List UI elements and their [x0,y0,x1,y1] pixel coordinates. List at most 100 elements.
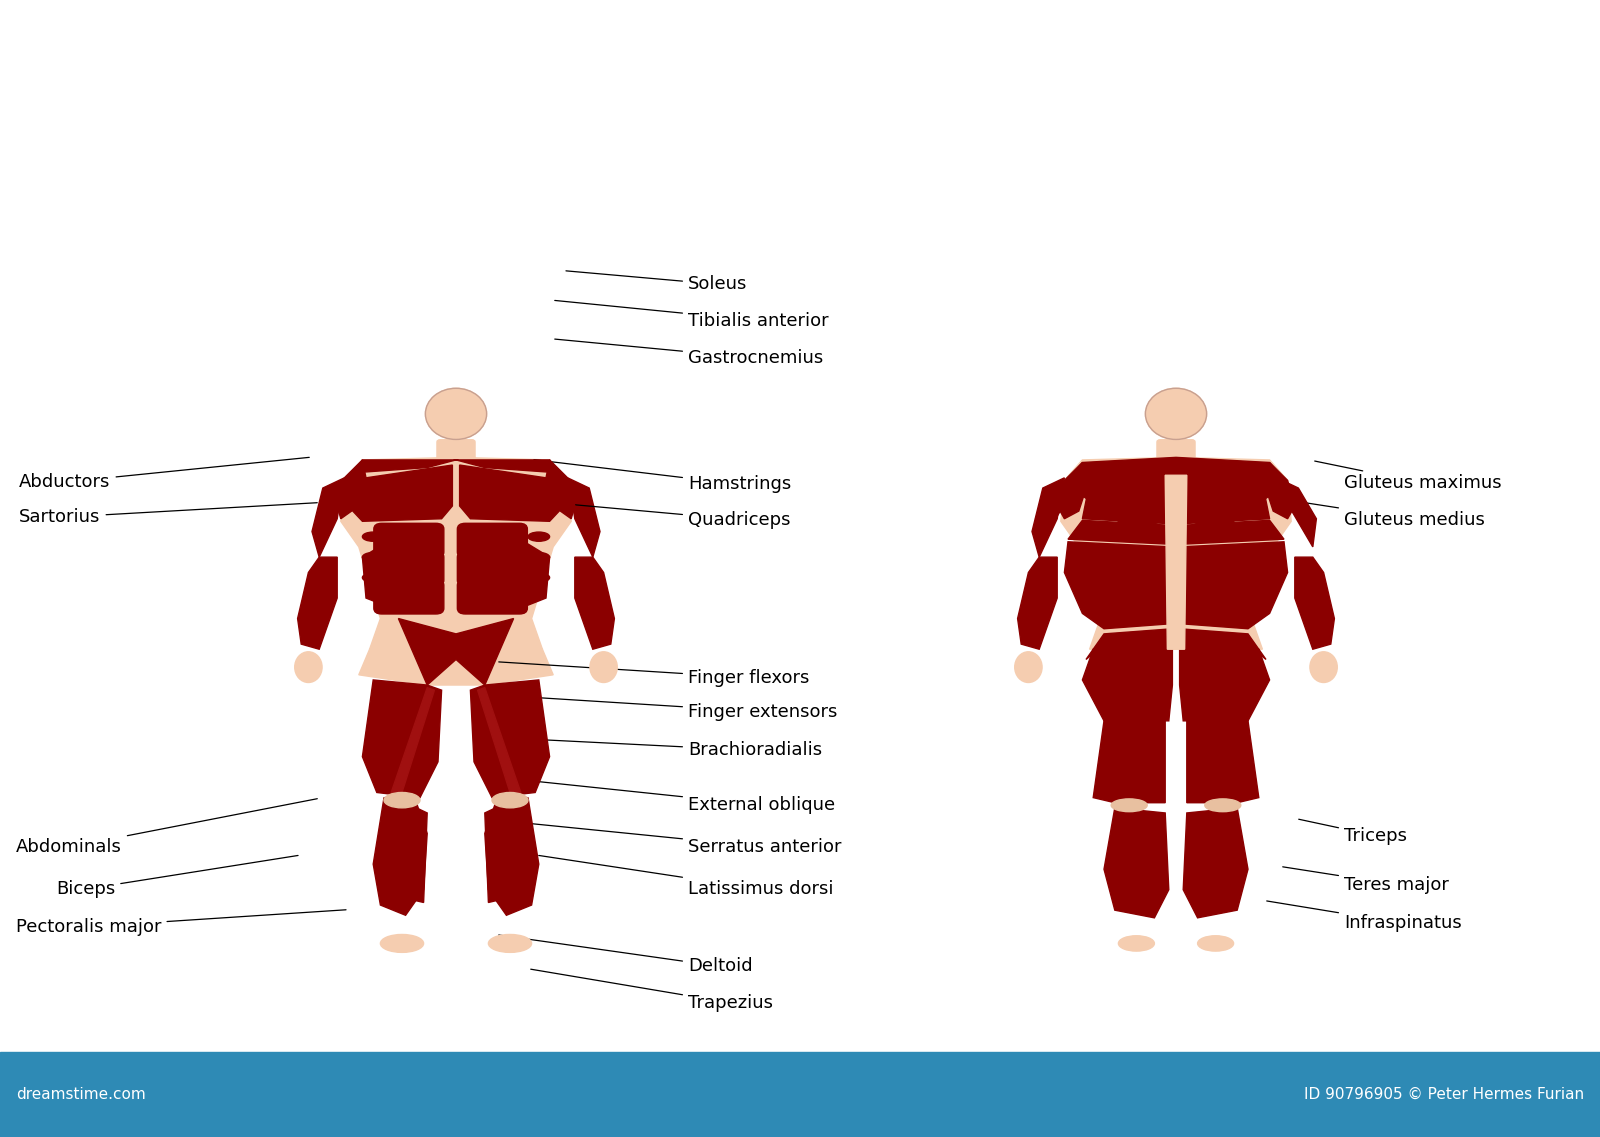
Polygon shape [1104,807,1168,918]
Text: External oblique: External oblique [515,779,835,814]
Polygon shape [1064,457,1288,532]
Ellipse shape [1014,652,1042,682]
Polygon shape [413,807,427,903]
Polygon shape [1093,721,1165,803]
Text: Quadriceps: Quadriceps [528,500,790,529]
Text: Brachioradialis: Brachioradialis [531,739,822,760]
Polygon shape [1032,478,1064,557]
Text: Serratus anterior: Serratus anterior [507,821,842,856]
Polygon shape [546,460,574,518]
Ellipse shape [426,389,486,440]
Text: Triceps: Triceps [1299,820,1406,845]
Text: Pectoralis major: Pectoralis major [16,910,346,936]
Polygon shape [1283,483,1317,547]
Polygon shape [373,798,427,915]
Polygon shape [568,478,600,557]
Text: dreamstime.com: dreamstime.com [16,1087,146,1102]
Text: Infraspinatus: Infraspinatus [1267,901,1462,932]
Polygon shape [362,680,442,798]
Ellipse shape [488,935,531,953]
Ellipse shape [528,553,550,562]
Polygon shape [1165,475,1187,649]
Text: ID 90796905 © Peter Hermes Furian: ID 90796905 © Peter Hermes Furian [1304,1087,1584,1102]
Polygon shape [1058,463,1090,518]
Text: Teres major: Teres major [1283,866,1450,894]
Polygon shape [1018,557,1058,649]
Ellipse shape [294,652,322,682]
Text: Abductors: Abductors [19,457,309,491]
Polygon shape [502,542,550,611]
Polygon shape [1294,557,1334,649]
FancyBboxPatch shape [458,551,528,586]
FancyBboxPatch shape [0,1052,1600,1137]
Ellipse shape [362,573,384,582]
Text: Sartorius: Sartorius [19,503,317,526]
Text: Abdominals: Abdominals [16,798,317,856]
Polygon shape [1182,807,1248,918]
Ellipse shape [1205,799,1242,812]
FancyBboxPatch shape [374,523,443,558]
Polygon shape [574,557,614,649]
FancyBboxPatch shape [458,580,528,614]
FancyBboxPatch shape [374,551,443,586]
FancyBboxPatch shape [374,580,443,614]
Text: Gluteus maximus: Gluteus maximus [1315,460,1502,492]
Ellipse shape [1110,799,1147,812]
Polygon shape [1083,649,1173,721]
Polygon shape [1179,521,1283,545]
Polygon shape [362,542,410,611]
Polygon shape [341,457,571,649]
Ellipse shape [1146,389,1206,440]
Polygon shape [312,478,344,557]
Text: Finger flexors: Finger flexors [499,662,810,687]
Polygon shape [1179,629,1266,659]
Ellipse shape [362,553,384,562]
Ellipse shape [528,573,550,582]
Ellipse shape [362,532,384,541]
Polygon shape [1179,483,1270,524]
Polygon shape [298,557,338,649]
Polygon shape [470,680,550,798]
Ellipse shape [528,532,550,541]
Text: Soleus: Soleus [566,271,747,293]
Polygon shape [1061,457,1291,649]
Polygon shape [459,465,563,522]
Polygon shape [347,465,453,522]
Ellipse shape [493,792,528,808]
Ellipse shape [1118,936,1154,951]
Polygon shape [398,619,514,684]
Polygon shape [477,688,520,792]
Ellipse shape [381,935,424,953]
Polygon shape [485,807,499,903]
Ellipse shape [384,792,419,808]
Polygon shape [1083,483,1173,524]
Polygon shape [1187,721,1259,803]
Polygon shape [1069,521,1173,545]
Text: Deltoid: Deltoid [499,935,752,976]
Text: Gastrocnemius: Gastrocnemius [555,339,824,367]
Polygon shape [485,798,539,915]
FancyBboxPatch shape [1157,440,1195,465]
Polygon shape [1262,463,1294,518]
Polygon shape [355,460,557,473]
FancyBboxPatch shape [458,523,528,558]
Text: Finger extensors: Finger extensors [512,696,837,721]
Text: Hamstrings: Hamstrings [534,459,792,493]
FancyBboxPatch shape [437,440,475,465]
Text: Tibialis anterior: Tibialis anterior [555,300,829,330]
Ellipse shape [1310,652,1338,682]
Polygon shape [358,649,554,684]
Polygon shape [1064,542,1173,629]
Polygon shape [1086,629,1173,659]
Polygon shape [1035,483,1069,547]
Polygon shape [1179,649,1270,721]
Text: Latissimus dorsi: Latissimus dorsi [539,855,834,898]
Ellipse shape [590,652,618,682]
Text: Trapezius: Trapezius [531,969,773,1012]
Polygon shape [390,688,434,792]
Polygon shape [338,460,366,518]
Ellipse shape [1197,936,1234,951]
Text: Gluteus medius: Gluteus medius [1307,503,1485,529]
Polygon shape [1179,542,1288,629]
Text: Biceps: Biceps [56,855,298,898]
